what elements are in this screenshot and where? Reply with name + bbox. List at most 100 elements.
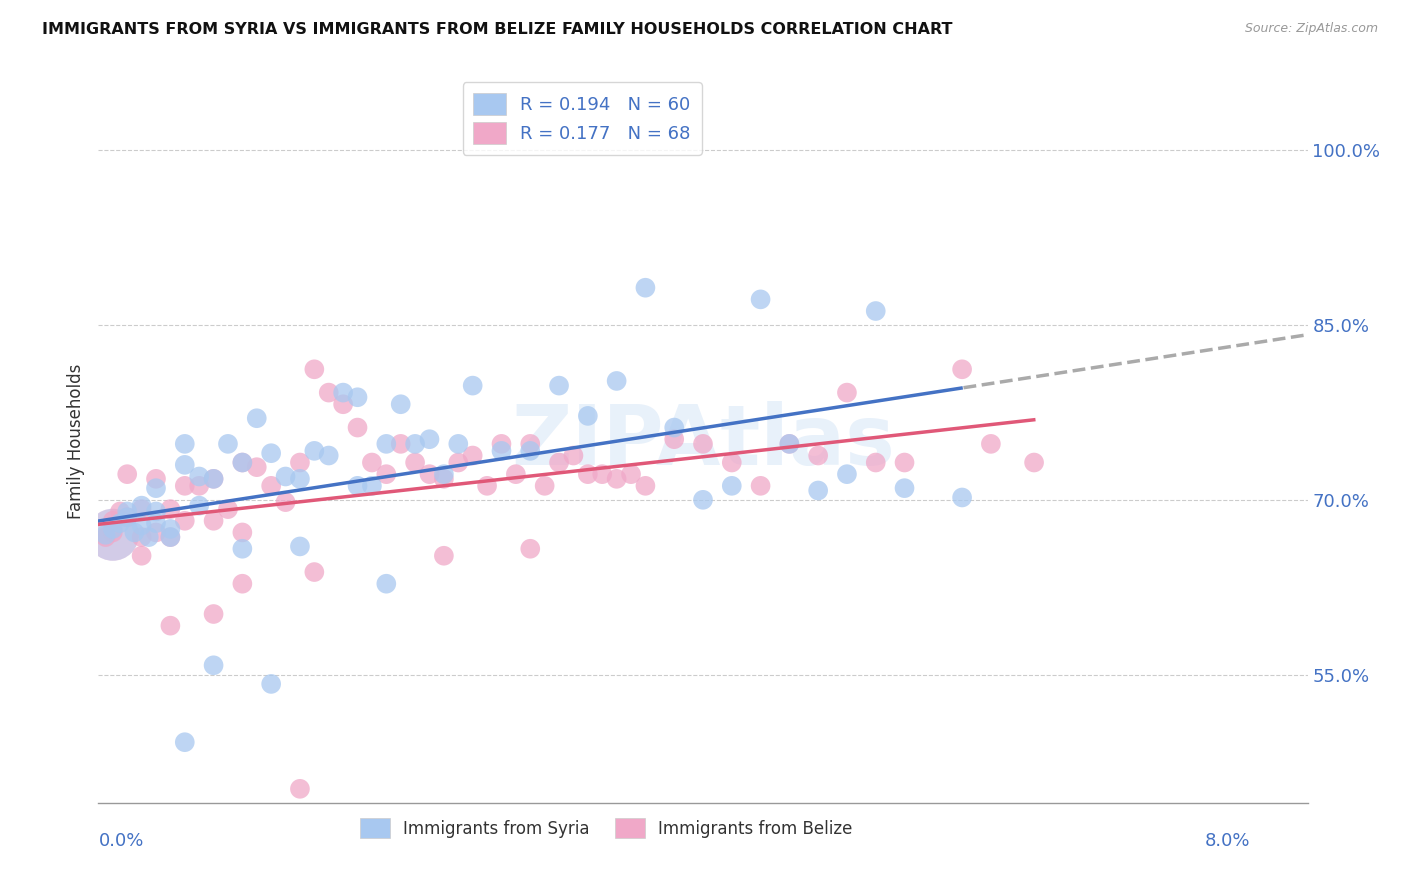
Point: [231, 456, 253, 470]
Point: [124, 525, 146, 540]
Point: [505, 467, 527, 482]
Point: [159, 530, 181, 544]
Point: [664, 432, 686, 446]
Point: [980, 437, 1002, 451]
Point: [606, 374, 628, 388]
Point: [332, 397, 354, 411]
Point: [950, 362, 973, 376]
Point: [173, 479, 195, 493]
Point: [202, 514, 225, 528]
Point: [131, 518, 153, 533]
Point: [749, 293, 772, 307]
Point: [361, 456, 384, 470]
Point: [145, 481, 167, 495]
Point: [145, 472, 167, 486]
Point: [173, 458, 195, 472]
Point: [101, 528, 124, 542]
Text: IMMIGRANTS FROM SYRIA VS IMMIGRANTS FROM BELIZE FAMILY HOUSEHOLDS CORRELATION CH: IMMIGRANTS FROM SYRIA VS IMMIGRANTS FROM…: [42, 22, 953, 37]
Point: [519, 541, 541, 556]
Point: [101, 525, 124, 540]
Point: [246, 460, 269, 475]
Point: [288, 540, 311, 554]
Point: [893, 481, 915, 495]
Point: [591, 467, 613, 482]
Point: [692, 492, 714, 507]
Point: [304, 362, 326, 376]
Point: [131, 499, 153, 513]
Point: [404, 456, 426, 470]
Point: [159, 530, 181, 544]
Point: [664, 420, 686, 434]
Point: [145, 516, 167, 530]
Point: [950, 491, 973, 505]
Point: [188, 499, 211, 513]
Point: [274, 469, 297, 483]
Point: [692, 437, 714, 451]
Point: [101, 528, 124, 542]
Point: [318, 449, 340, 463]
Point: [461, 449, 484, 463]
Point: [433, 472, 456, 486]
Point: [749, 479, 772, 493]
Point: [173, 514, 195, 528]
Point: [260, 479, 283, 493]
Point: [548, 378, 571, 392]
Point: [1022, 456, 1045, 470]
Point: [138, 530, 160, 544]
Point: [606, 472, 628, 486]
Point: [217, 437, 239, 451]
Point: [131, 549, 153, 563]
Point: [562, 449, 585, 463]
Point: [720, 456, 742, 470]
Point: [274, 495, 297, 509]
Point: [807, 483, 830, 498]
Point: [188, 469, 211, 483]
Point: [202, 607, 225, 621]
Point: [346, 390, 368, 404]
Point: [447, 437, 470, 451]
Text: 8.0%: 8.0%: [1205, 831, 1250, 850]
Point: [807, 449, 830, 463]
Point: [231, 541, 253, 556]
Point: [332, 385, 354, 400]
Point: [115, 510, 138, 524]
Point: [533, 479, 555, 493]
Point: [634, 281, 657, 295]
Point: [159, 502, 181, 516]
Point: [304, 443, 326, 458]
Text: 0.0%: 0.0%: [98, 831, 143, 850]
Point: [231, 456, 253, 470]
Point: [231, 525, 253, 540]
Point: [433, 549, 456, 563]
Y-axis label: Family Households: Family Households: [66, 364, 84, 519]
Point: [418, 432, 440, 446]
Point: [519, 437, 541, 451]
Point: [720, 479, 742, 493]
Point: [231, 576, 253, 591]
Point: [145, 525, 167, 540]
Point: [159, 618, 181, 632]
Point: [576, 409, 599, 423]
Point: [865, 304, 887, 318]
Point: [202, 472, 225, 486]
Point: [634, 479, 657, 493]
Point: [108, 504, 131, 518]
Point: [491, 437, 513, 451]
Point: [115, 504, 138, 518]
Point: [94, 528, 117, 542]
Point: [865, 456, 887, 470]
Point: [375, 437, 398, 451]
Point: [893, 456, 915, 470]
Point: [778, 437, 800, 451]
Point: [491, 443, 513, 458]
Text: Source: ZipAtlas.com: Source: ZipAtlas.com: [1244, 22, 1378, 36]
Point: [260, 677, 283, 691]
Point: [576, 467, 599, 482]
Point: [108, 516, 131, 530]
Point: [288, 781, 311, 796]
Point: [404, 437, 426, 451]
Point: [835, 385, 858, 400]
Legend: Immigrants from Syria, Immigrants from Belize: Immigrants from Syria, Immigrants from B…: [353, 812, 859, 845]
Point: [202, 472, 225, 486]
Point: [620, 467, 643, 482]
